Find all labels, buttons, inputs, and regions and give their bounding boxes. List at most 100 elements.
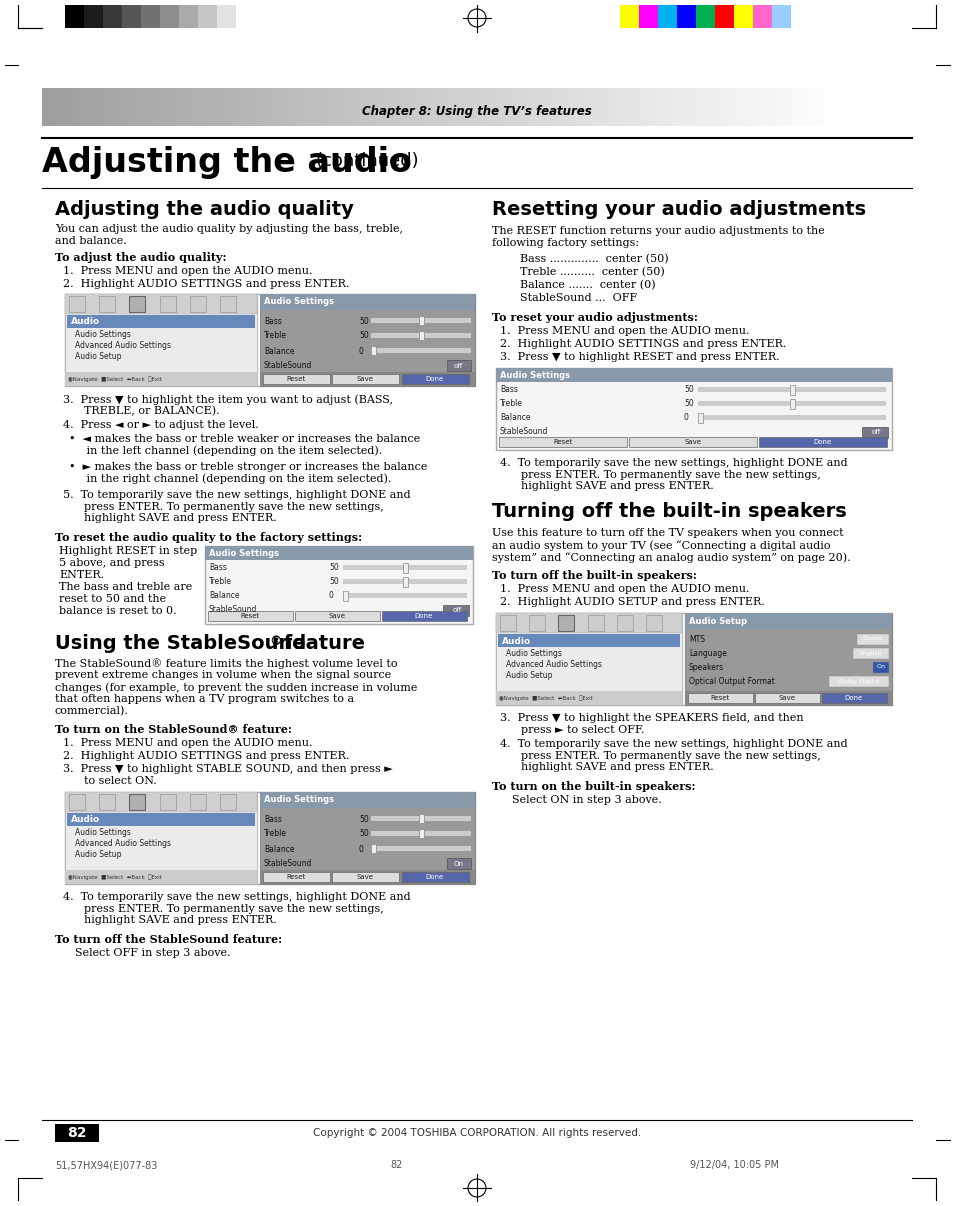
Bar [67,813,254,826]
Bar [50,88,59,125]
Text: 51,57HX94(E)077-83: 51,57HX94(E)077-83 [55,1160,157,1170]
Text: Save: Save [356,874,374,880]
Bar [752,5,771,28]
Text: On: On [454,861,463,867]
Text: Advanced Audio Settings: Advanced Audio Settings [75,839,171,848]
Bar [778,88,786,125]
Bar [297,88,307,125]
Text: To reset the audio quality to the factory settings:: To reset the audio quality to the factor… [55,532,362,543]
Text: StableSound: StableSound [209,605,257,615]
Text: English: English [859,650,882,656]
Text: off: off [453,607,462,613]
Bar [82,88,91,125]
Bar [257,88,267,125]
Bar [371,318,471,323]
Bar [789,385,794,396]
Bar [113,88,123,125]
Text: 4.  To temporarily save the new settings, highlight DONE and
      press ENTER. : 4. To temporarily save the new settings,… [63,892,410,925]
Bar [619,5,639,28]
Bar [609,88,618,125]
Text: Save: Save [778,695,795,701]
Bar [753,88,762,125]
Bar [58,88,67,125]
Bar [386,88,395,125]
Text: 50: 50 [683,399,693,409]
Bar [714,5,733,28]
Bar [447,361,471,371]
Text: Speakers: Speakers [688,662,723,672]
Text: off: off [871,429,881,435]
Text: balance is reset to 0.: balance is reset to 0. [59,605,176,616]
Bar [684,691,891,706]
Bar [537,88,546,125]
Bar [220,794,235,810]
Bar [594,88,602,125]
Bar [103,5,122,28]
Bar [160,794,175,810]
Bar [872,662,888,673]
Text: Advanced Audio Settings: Advanced Audio Settings [505,660,601,669]
Text: Audio: Audio [71,815,100,825]
Text: Advanced Audio Settings: Advanced Audio Settings [75,341,171,350]
Bar [578,88,586,125]
Text: Audio Setup: Audio Setup [75,352,121,361]
Text: 50: 50 [683,386,693,394]
Text: StableSound: StableSound [264,860,312,868]
Bar [530,88,538,125]
Text: Audio Setup: Audio Setup [688,616,746,626]
Bar [332,872,398,882]
Bar [294,611,379,621]
Bar [745,88,754,125]
Bar [401,374,469,384]
Text: Turning off the built-in speakers: Turning off the built-in speakers [492,502,846,521]
Bar [216,5,235,28]
Bar [354,88,363,125]
Text: Dolby Digital: Dolby Digital [838,679,879,684]
Bar [65,294,256,386]
Bar [337,88,347,125]
Bar [529,615,544,631]
Bar [306,88,314,125]
Bar [689,88,699,125]
Text: Use this feature to turn off the TV speakers when you connect
an audio system to: Use this feature to turn off the TV spea… [492,528,850,563]
Bar [496,613,891,706]
Text: 1.  Press MENU and open the AUDIO menu.: 1. Press MENU and open the AUDIO menu. [499,584,749,595]
Text: Select ON in step 3 above.: Select ON in step 3 above. [512,795,661,804]
Text: On: On [876,665,884,669]
Bar [617,615,633,631]
Text: 1.  Press MENU and open the AUDIO menu.: 1. Press MENU and open the AUDIO menu. [499,326,749,336]
Bar [665,88,675,125]
Bar [371,816,471,821]
Text: Reset: Reset [710,695,729,701]
Text: Balance: Balance [209,591,239,601]
Bar [687,693,752,703]
Bar [371,845,471,851]
Text: 9/12/04, 10:05 PM: 9/12/04, 10:05 PM [689,1160,779,1170]
Bar [434,88,442,125]
Bar [658,5,677,28]
Text: Treble: Treble [209,578,232,586]
Bar [218,88,227,125]
Text: Stereo: Stereo [862,637,882,642]
Bar [179,5,198,28]
Text: Audio Settings: Audio Settings [505,649,561,658]
Bar [698,412,702,423]
Bar [205,546,473,560]
Bar [322,88,331,125]
Bar [401,88,411,125]
Text: The RESET function returns your audio adjustments to the
following factory setti: The RESET function returns your audio ad… [492,226,824,247]
Bar [377,88,387,125]
Bar [69,295,85,312]
Bar [55,1124,99,1142]
Text: 2.  Highlight AUDIO SETTINGS and press ENTER.: 2. Highlight AUDIO SETTINGS and press EN… [63,751,349,761]
Bar [371,844,375,853]
Text: The bass and treble are: The bass and treble are [59,582,193,592]
Text: Balance: Balance [499,414,530,422]
Text: Done: Done [425,874,444,880]
Bar [698,387,885,392]
Text: off: off [454,363,463,369]
Text: Audio Settings: Audio Settings [264,796,334,804]
Bar [554,88,562,125]
Text: 3.  Press ▼ to highlight the item you want to adjust (BASS,
      TREBLE, or BAL: 3. Press ▼ to highlight the item you wan… [63,394,393,416]
Bar [601,88,610,125]
